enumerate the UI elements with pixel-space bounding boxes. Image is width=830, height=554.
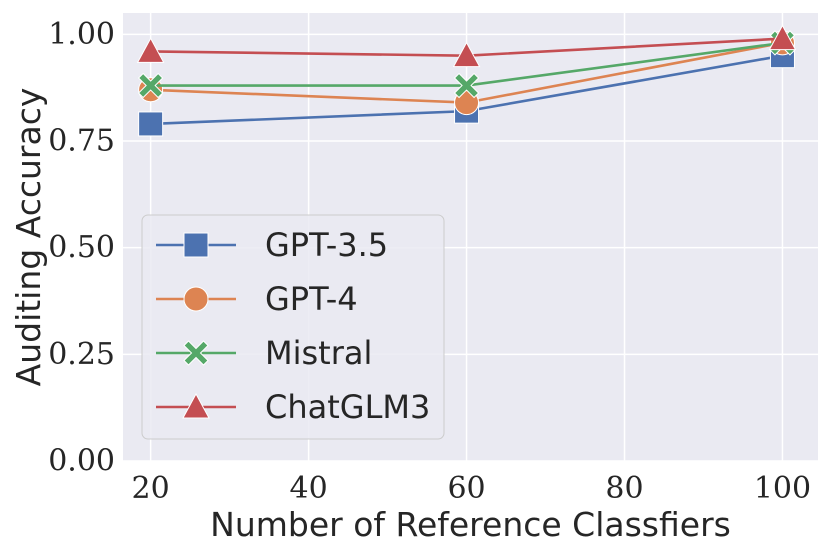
legend-label: GPT-4 [265,280,358,318]
y-tick-label: 0.75 [48,124,115,159]
y-tick-label: 0.50 [48,230,115,265]
series-layer [136,24,797,137]
x-axis-label: Number of Reference Classfiers [210,505,731,544]
y-axis-label: Auditing Accuracy [9,88,48,387]
y-tick-label: 0.00 [48,444,115,479]
legend-label: GPT-3.5 [265,226,388,264]
legend-marker [183,232,209,258]
x-tick-label: 20 [132,471,170,506]
legend-label: Mistral [265,334,372,372]
data-point [136,37,165,63]
legend-item: ChatGLM3 [156,388,430,426]
legend-item: GPT-3.5 [156,226,388,264]
x-tick-label: 100 [754,471,811,506]
legend-frame [141,214,445,440]
data-point [137,72,164,99]
y-tick-label: 1.00 [48,17,115,52]
legend-item: GPT-4 [156,280,358,318]
x-tick-label: 60 [447,471,485,506]
data-point [138,111,164,137]
y-axis-ticks: 0.00 0.25 0.50 0.75 1.00 [48,17,115,479]
legend: GPT-3.5 GPT-4 Mistral ChatGLM3 [141,214,445,440]
x-tick-label: 80 [605,471,643,506]
legend-marker [183,340,209,366]
legend-marker [182,392,210,419]
legend-label: ChatGLM3 [265,388,430,426]
y-tick-label: 0.25 [48,337,115,372]
x-axis-ticks: 20 40 60 80 100 [132,471,812,506]
x-tick-label: 40 [290,471,328,506]
legend-item: Mistral [156,334,372,372]
data-point [453,72,480,99]
series-3 [136,24,797,68]
legend-marker [183,286,209,312]
data-point [768,24,797,51]
data-point [452,41,481,68]
